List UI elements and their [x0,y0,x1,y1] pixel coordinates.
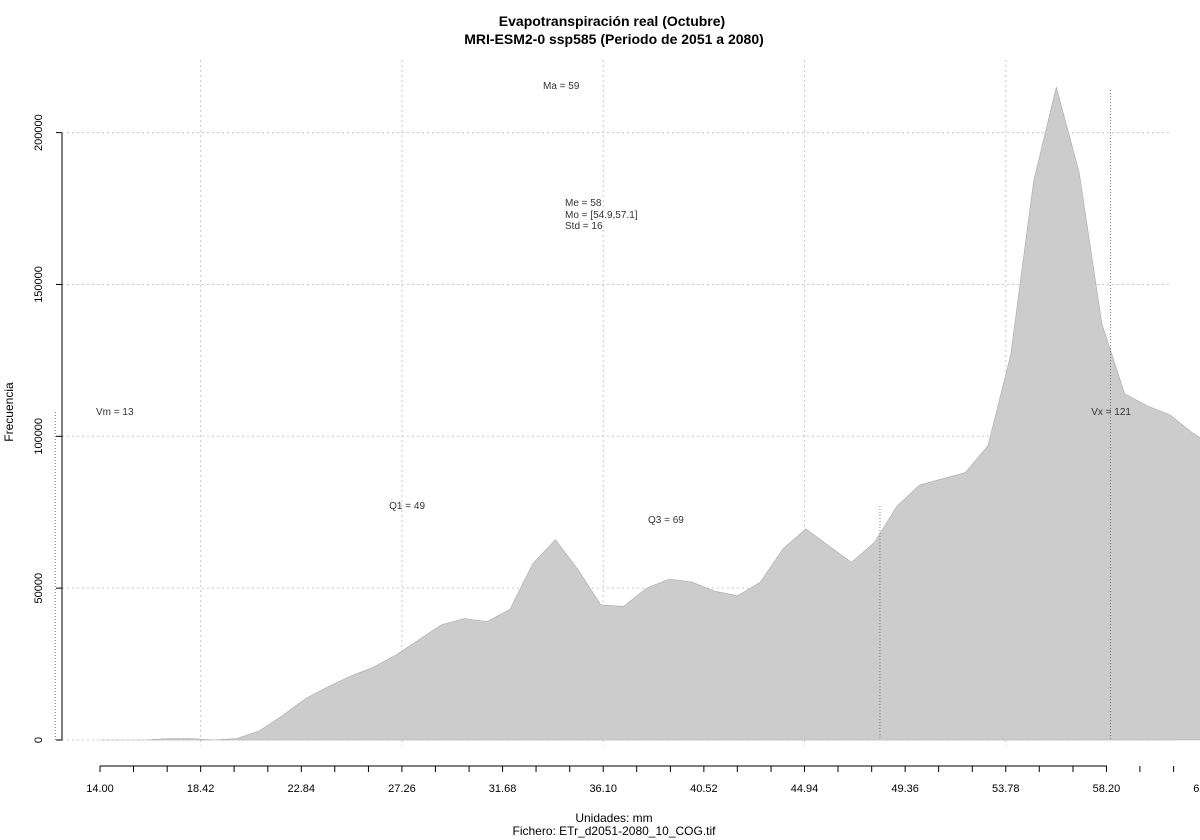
statistic-lines [54,90,1112,740]
std-label: Std = 16 [565,221,603,232]
x-tick-label: 18.42 [187,783,215,795]
x-tick-label: 36.10 [589,783,617,795]
chart-title: Evapotranspiración real (Octubre) [499,13,725,29]
y-tick-label: 50000 [33,573,45,604]
x-axis-label: Unidades: mm [575,811,652,825]
density-area [100,86,1200,741]
tick-labels: 0 50000 100000 150000 200000 14.00 18.42 22.84 2… [33,114,1200,795]
file-footer: Fichero: ETr_d2051-2080_10_COG.tif [513,824,717,838]
me-label: Me = 58 [565,198,602,209]
ma-label: Ma = 59 [543,81,580,92]
x-tick-label: 49.36 [891,783,919,795]
annotations: Ma = 59 Me = 58 Mo = [54.9,57.1] Std = 1… [96,81,1131,526]
axes [56,132,1175,772]
x-tick-label: 31.68 [489,783,517,795]
x-tick-label: 40.52 [690,783,718,795]
y-tick-label: 100000 [33,418,45,455]
x-tick-label: 58.20 [1093,783,1121,795]
mo-label: Mo = [54.9,57.1] [565,210,638,221]
x-tick-label: 53.78 [992,783,1020,795]
x-tick-label: 27.26 [388,783,416,795]
vx-label: Vx = 121 [1091,407,1131,418]
x-tick-label: 14.00 [86,783,114,795]
q1-label: Q1 = 49 [389,501,425,512]
y-axis-label: Frecuencia [2,382,16,442]
x-tick-label: 44.94 [791,783,819,795]
vm-label: Vm = 13 [96,407,134,418]
y-tick-label: 150000 [33,266,45,303]
q3-label: Q3 = 69 [648,515,684,526]
y-tick-label: 0 [33,737,45,743]
y-tick-label: 200000 [33,114,45,151]
x-tick-label: 22.84 [288,783,316,795]
chart-subtitle: MRI-ESM2-0 ssp585 (Periodo de 2051 a 208… [464,31,764,47]
x-tick-label: 62.62 [1193,783,1200,795]
density-area-layer [100,86,1200,741]
